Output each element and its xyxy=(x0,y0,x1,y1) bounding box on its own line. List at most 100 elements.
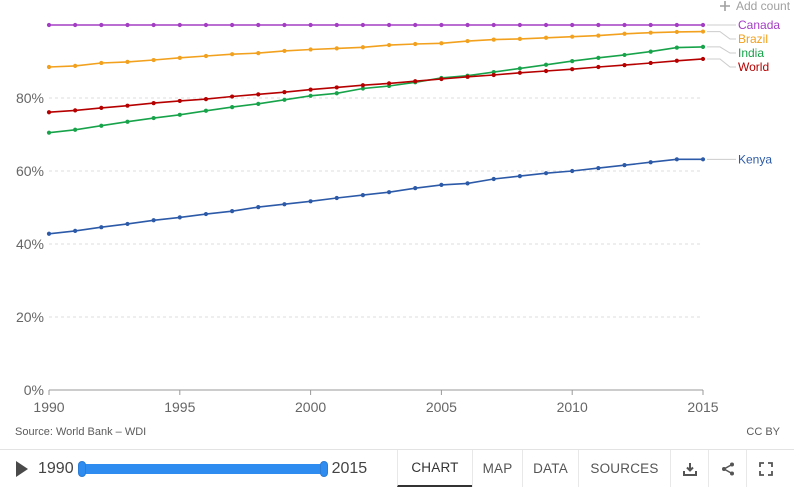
data-point-kenya xyxy=(439,182,444,187)
data-point-world xyxy=(517,70,522,75)
tab-chart[interactable]: CHART xyxy=(397,450,472,487)
legend-label-canada[interactable]: Canada xyxy=(738,18,780,32)
data-point-canada xyxy=(622,22,627,28)
download-button[interactable] xyxy=(670,450,708,487)
data-point-brazil xyxy=(46,64,52,70)
data-point-world xyxy=(439,76,444,82)
data-point-kenya xyxy=(99,225,104,230)
legend-label-kenya[interactable]: Kenya xyxy=(738,152,772,166)
data-point-canada xyxy=(256,22,261,28)
series-line-india xyxy=(48,46,704,134)
data-point-canada xyxy=(413,22,418,28)
data-point-world xyxy=(596,64,601,70)
share-button[interactable] xyxy=(708,450,746,487)
data-point-kenya xyxy=(596,165,601,171)
data-point-india xyxy=(648,49,653,54)
data-point-brazil xyxy=(203,53,209,59)
data-point-world xyxy=(543,68,549,74)
data-point-brazil xyxy=(334,46,339,51)
data-point-india xyxy=(308,93,313,98)
timeline-slider[interactable] xyxy=(77,460,328,477)
data-point-world xyxy=(46,110,52,115)
legend-label-brazil[interactable]: Brazil xyxy=(738,32,768,46)
axis-layer: 0% 20% 40% 60% 80% 1990 1995 2000 2005 2010 2015 xyxy=(16,90,719,415)
data-point-kenya xyxy=(282,202,287,207)
data-point-brazil xyxy=(648,30,653,35)
data-point-canada xyxy=(570,22,575,28)
data-point-canada xyxy=(282,22,287,28)
timeline-start-handle[interactable] xyxy=(77,460,86,477)
data-point-brazil xyxy=(151,57,156,63)
data-point-kenya xyxy=(46,231,52,236)
data-point-kenya xyxy=(622,163,627,168)
data-point-india xyxy=(596,55,601,60)
data-point-canada xyxy=(151,22,156,28)
legend-connector xyxy=(707,46,736,54)
source-note: Source: World Bank – WDI xyxy=(15,426,147,438)
tab-sources[interactable]: SOURCES xyxy=(578,450,670,487)
fullscreen-icon xyxy=(758,461,773,476)
series-line-kenya xyxy=(48,158,703,235)
timeline-end-handle[interactable] xyxy=(319,460,328,477)
tab-data[interactable]: DATA xyxy=(522,450,578,487)
data-point-india xyxy=(73,127,78,132)
data-point-kenya xyxy=(73,228,78,233)
y-tick-label: 80% xyxy=(16,90,44,106)
data-point-world xyxy=(674,58,679,63)
data-point-canada xyxy=(230,22,235,28)
data-point-india xyxy=(674,45,679,50)
play-button[interactable] xyxy=(15,460,33,477)
data-point-brazil xyxy=(517,36,522,41)
chart-controls: 1990 2015 CHART MAP DATA SOURCES xyxy=(0,449,794,487)
data-point-kenya xyxy=(386,190,392,195)
line-chart: 0% 20% 40% 60% 80% 1990 1995 2000 2005 2010 2015 C… xyxy=(16,0,791,415)
data-point-world xyxy=(99,105,104,110)
legend-label-world[interactable]: World xyxy=(738,60,769,74)
data-point-india xyxy=(125,119,130,124)
plus-icon xyxy=(720,1,730,11)
x-tick-label: 2015 xyxy=(687,399,718,415)
data-point-canada xyxy=(125,22,130,28)
data-point-world xyxy=(334,85,339,90)
series-line-world xyxy=(48,58,704,113)
data-point-world xyxy=(360,83,366,88)
y-tick-label: 40% xyxy=(16,236,44,252)
data-point-canada xyxy=(648,22,653,28)
legend-connector xyxy=(707,58,736,68)
y-tick-label: 0% xyxy=(24,382,44,398)
data-point-india xyxy=(543,62,549,67)
data-point-india xyxy=(491,69,496,75)
data-point-india xyxy=(360,86,366,91)
tab-map[interactable]: MAP xyxy=(472,450,522,487)
legend-label-india[interactable]: India xyxy=(738,46,764,60)
data-point-brazil xyxy=(125,59,130,64)
share-icon xyxy=(721,462,734,475)
timeline-start-year: 1990 xyxy=(38,459,74,477)
data-point-kenya xyxy=(543,171,549,176)
data-point-world xyxy=(622,63,627,68)
data-point-world xyxy=(256,92,261,97)
data-point-canada xyxy=(596,22,601,28)
add-country-button[interactable]: Add count xyxy=(720,0,791,13)
data-point-world xyxy=(413,79,418,84)
data-point-canada xyxy=(386,22,392,28)
data-point-world xyxy=(465,74,470,79)
data-point-canada xyxy=(46,22,52,28)
data-point-kenya xyxy=(256,205,261,210)
data-point-brazil xyxy=(465,38,470,44)
data-point-canada xyxy=(177,22,182,28)
data-point-canada xyxy=(99,22,104,28)
data-point-brazil xyxy=(308,47,313,52)
data-point-kenya xyxy=(308,199,313,204)
data-point-brazil xyxy=(413,41,418,47)
data-point-india xyxy=(700,44,706,50)
data-point-canada xyxy=(700,22,706,28)
fullscreen-button[interactable] xyxy=(746,450,784,487)
data-point-kenya xyxy=(491,176,496,182)
data-point-brazil xyxy=(439,41,444,46)
x-tick-label: 1990 xyxy=(33,399,64,415)
data-point-india xyxy=(282,97,287,102)
data-point-india xyxy=(177,112,182,117)
x-tick-label: 2010 xyxy=(557,399,588,415)
data-point-brazil xyxy=(570,34,575,39)
